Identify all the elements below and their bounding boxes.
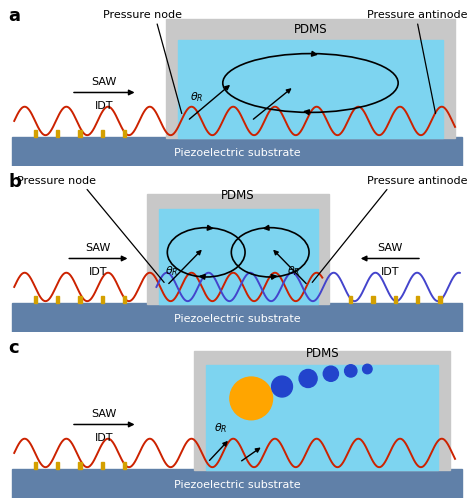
Bar: [100, 462, 104, 469]
Bar: [12, 469, 462, 498]
Bar: [194, 351, 450, 470]
Text: SAW: SAW: [86, 243, 111, 253]
Text: $\theta_R$: $\theta_R$: [190, 91, 203, 105]
Bar: [34, 296, 37, 303]
Circle shape: [323, 366, 338, 381]
Text: IDT: IDT: [95, 433, 114, 443]
Bar: [178, 40, 443, 137]
Bar: [206, 365, 438, 470]
Bar: [123, 296, 126, 303]
Text: IDT: IDT: [89, 267, 108, 277]
Bar: [79, 130, 82, 136]
Bar: [79, 462, 82, 469]
Text: $\theta_R$: $\theta_R$: [214, 422, 228, 435]
Text: Piezoelectric substrate: Piezoelectric substrate: [173, 314, 301, 324]
Text: SAW: SAW: [377, 243, 402, 253]
Bar: [100, 296, 104, 303]
Bar: [79, 296, 82, 303]
Bar: [56, 462, 60, 469]
Text: b: b: [9, 173, 21, 191]
Text: Pressure antinode: Pressure antinode: [367, 176, 467, 186]
Text: Piezoelectric substrate: Piezoelectric substrate: [173, 480, 301, 490]
Circle shape: [345, 365, 357, 377]
Bar: [349, 296, 353, 303]
Text: Pressure antinode: Pressure antinode: [367, 10, 467, 20]
Bar: [123, 130, 126, 136]
Text: SAW: SAW: [91, 77, 117, 87]
Text: IDT: IDT: [95, 101, 114, 111]
Text: IDT: IDT: [380, 267, 399, 277]
Bar: [393, 296, 397, 303]
Circle shape: [363, 364, 372, 374]
Bar: [34, 130, 37, 136]
Bar: [372, 296, 375, 303]
Text: PDMS: PDMS: [306, 347, 339, 360]
Text: SAW: SAW: [91, 409, 117, 419]
Bar: [416, 296, 419, 303]
Bar: [438, 296, 442, 303]
Text: Pressure node: Pressure node: [103, 10, 182, 20]
Bar: [159, 209, 318, 304]
Bar: [12, 136, 462, 166]
Text: Pressure node: Pressure node: [18, 176, 96, 186]
Bar: [56, 130, 60, 136]
Text: Piezoelectric substrate: Piezoelectric substrate: [173, 148, 301, 158]
Text: $\theta_R$: $\theta_R$: [287, 264, 300, 278]
Bar: [56, 296, 60, 303]
Bar: [100, 130, 104, 136]
Circle shape: [272, 376, 292, 397]
Text: PDMS: PDMS: [221, 189, 255, 202]
Text: $\theta_R$: $\theta_R$: [165, 264, 178, 278]
Circle shape: [230, 377, 273, 420]
Text: c: c: [9, 339, 19, 357]
Circle shape: [299, 370, 317, 387]
Bar: [166, 19, 455, 137]
Bar: [12, 303, 462, 332]
Bar: [147, 194, 329, 304]
Text: PDMS: PDMS: [294, 23, 327, 36]
Bar: [123, 462, 126, 469]
Bar: [34, 462, 37, 469]
Text: a: a: [9, 7, 20, 25]
